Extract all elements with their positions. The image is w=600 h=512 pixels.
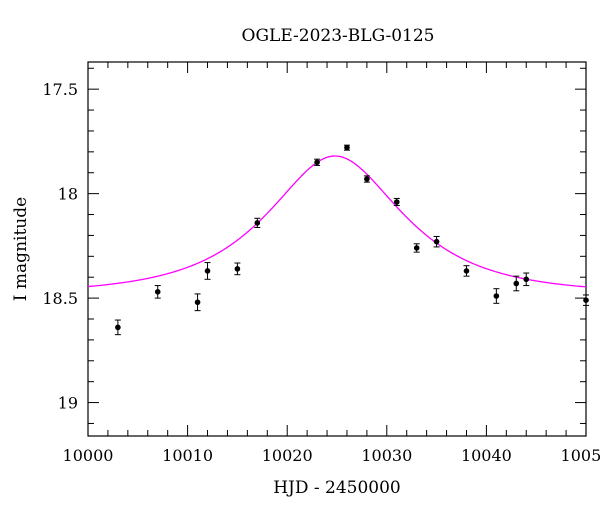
data-point xyxy=(513,280,520,287)
data-point xyxy=(583,297,589,303)
data-point xyxy=(154,289,161,295)
chart-title: OGLE-2023-BLG-0125 xyxy=(242,26,435,46)
data-point xyxy=(344,144,350,151)
x-tick-label: 10020 xyxy=(262,446,313,465)
data-point xyxy=(463,268,470,274)
y-tick-label: 18 xyxy=(58,185,78,204)
data-point xyxy=(413,245,420,251)
data-point xyxy=(115,324,121,331)
data-point xyxy=(364,176,370,182)
y-tick-label: 17.5 xyxy=(42,80,78,99)
plot-frame xyxy=(87,61,587,437)
y-axis-label: I magnitude xyxy=(11,197,31,301)
x-tick-label: 10010 xyxy=(162,446,213,465)
data-point xyxy=(393,199,400,205)
y-tick-label: 19 xyxy=(58,394,78,413)
data-point xyxy=(194,299,201,306)
data-point xyxy=(314,159,320,166)
data-point xyxy=(523,276,530,283)
x-tick-label: 10050 xyxy=(561,446,600,465)
data-point xyxy=(234,266,241,272)
data-point xyxy=(493,293,500,299)
plot-area: 10000 10010 10020 10030 10040 10050 17.5 18 18.5… xyxy=(42,61,600,465)
x-axis-label: HJD - 2450000 xyxy=(273,478,401,498)
data-point xyxy=(254,220,261,226)
data-point xyxy=(204,268,211,274)
x-tick-label: 10040 xyxy=(461,446,512,465)
y-tick-label: 18.5 xyxy=(42,289,78,308)
model-curve xyxy=(88,155,586,288)
data-point xyxy=(433,238,440,245)
x-tick-label: 10030 xyxy=(361,446,412,465)
x-tick-label: 10000 xyxy=(63,446,114,465)
